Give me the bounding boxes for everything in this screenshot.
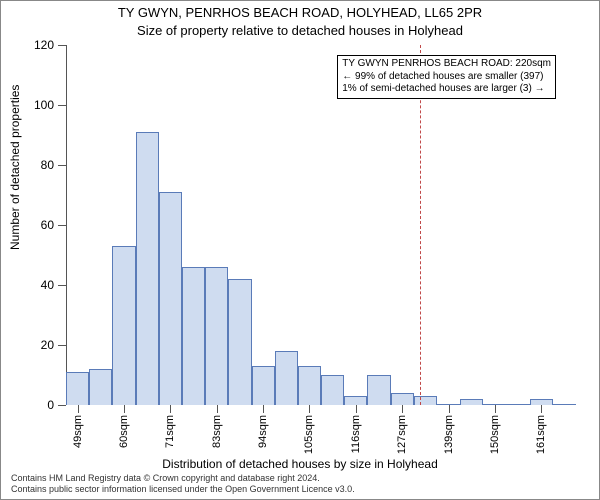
bar <box>89 369 112 405</box>
y-tick <box>58 45 66 46</box>
x-tick-label: 71sqm <box>164 415 176 448</box>
x-tick-label: 94sqm <box>257 415 269 448</box>
bar <box>391 393 414 405</box>
y-axis-label: Number of detached properties <box>8 85 22 250</box>
x-tick <box>124 405 125 413</box>
y-tick <box>58 405 66 406</box>
y-tick-label: 60 <box>41 218 54 232</box>
x-tick-label: 150sqm <box>489 415 501 454</box>
x-tick <box>356 405 357 413</box>
x-tick-label: 127sqm <box>396 415 408 454</box>
x-tick <box>78 405 79 413</box>
y-tick <box>58 285 66 286</box>
chart-suptitle: TY GWYN, PENRHOS BEACH ROAD, HOLYHEAD, L… <box>1 5 599 20</box>
plot-area: TY GWYN PENRHOS BEACH ROAD: 220sqm← 99% … <box>66 45 576 405</box>
chart-container: TY GWYN, PENRHOS BEACH ROAD, HOLYHEAD, L… <box>0 0 600 500</box>
x-tick-label: 83sqm <box>211 415 223 448</box>
y-tick-label: 120 <box>34 38 54 52</box>
y-tick-label: 20 <box>41 338 54 352</box>
annotation-line: ← 99% of detached houses are smaller (39… <box>342 71 551 84</box>
x-tick-label: 161sqm <box>535 415 547 454</box>
attribution-line-1: Contains HM Land Registry data © Crown c… <box>11 473 355 484</box>
bar <box>66 372 89 405</box>
x-tick <box>541 405 542 413</box>
bar <box>136 132 159 405</box>
attribution-line-2: Contains public sector information licen… <box>11 484 355 495</box>
bar <box>553 404 576 405</box>
reference-line <box>420 45 421 405</box>
x-tick-label: 49sqm <box>72 415 84 448</box>
y-tick <box>58 345 66 346</box>
bar <box>159 192 182 405</box>
x-axis-label: Distribution of detached houses by size … <box>1 457 599 471</box>
x-tick-label: 139sqm <box>443 415 455 454</box>
annotation-box: TY GWYN PENRHOS BEACH ROAD: 220sqm← 99% … <box>337 55 556 99</box>
x-tick <box>309 405 310 413</box>
y-tick <box>58 105 66 106</box>
bar <box>460 399 483 405</box>
bar <box>112 246 135 405</box>
annotation-line: 1% of semi-detached houses are larger (3… <box>342 83 551 96</box>
y-tick <box>58 165 66 166</box>
x-tick <box>170 405 171 413</box>
bar <box>507 404 530 405</box>
attribution-text: Contains HM Land Registry data © Crown c… <box>11 473 355 495</box>
chart-subtitle: Size of property relative to detached ho… <box>1 23 599 38</box>
y-tick <box>58 225 66 226</box>
x-tick-label: 105sqm <box>303 415 315 454</box>
bar <box>298 366 321 405</box>
bar <box>344 396 367 405</box>
y-tick-label: 0 <box>47 398 54 412</box>
bar <box>205 267 228 405</box>
y-tick-label: 100 <box>34 98 54 112</box>
annotation-line: TY GWYN PENRHOS BEACH ROAD: 220sqm <box>342 58 551 71</box>
y-tick-label: 80 <box>41 158 54 172</box>
bar <box>252 366 275 405</box>
bars-group <box>66 45 576 405</box>
x-tick-label: 60sqm <box>118 415 130 448</box>
bar <box>182 267 205 405</box>
bar <box>367 375 390 405</box>
bar <box>414 396 437 405</box>
bar <box>228 279 251 405</box>
bar <box>275 351 298 405</box>
x-tick <box>495 405 496 413</box>
x-tick <box>263 405 264 413</box>
bar <box>321 375 344 405</box>
x-tick <box>402 405 403 413</box>
y-tick-label: 40 <box>41 278 54 292</box>
x-tick <box>217 405 218 413</box>
x-tick-label: 116sqm <box>350 415 362 453</box>
x-tick <box>449 405 450 413</box>
